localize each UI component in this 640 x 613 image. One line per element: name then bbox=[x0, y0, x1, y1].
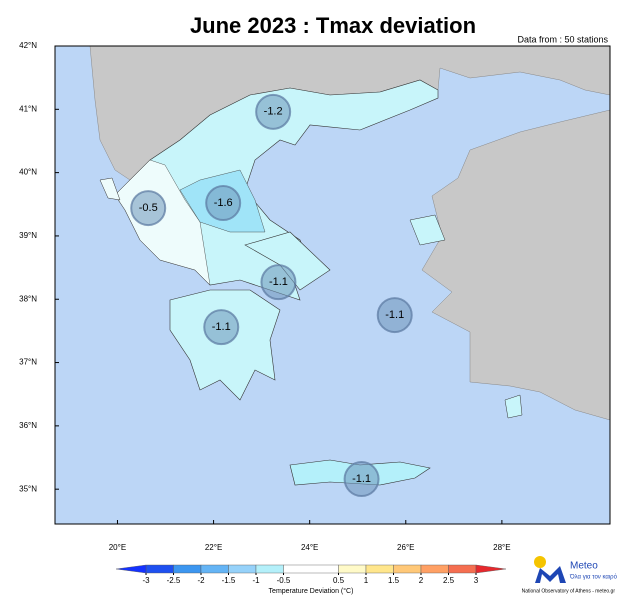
y-tick-label: 42°N bbox=[19, 41, 37, 50]
station-label: -1.6 bbox=[214, 197, 233, 209]
y-tick-label: 36°N bbox=[19, 421, 37, 430]
y-tick-label: 37°N bbox=[19, 358, 37, 367]
logo: Meteo Όλα για τον καιρό National Observa… bbox=[522, 556, 618, 594]
logo-mark bbox=[535, 566, 566, 583]
colorbar-tick-label: -2.5 bbox=[167, 576, 181, 585]
colorbar-tick-label: 1.5 bbox=[388, 576, 400, 585]
colorbar-tick-label: 2.5 bbox=[443, 576, 455, 585]
station-bubble bbox=[205, 185, 242, 222]
island bbox=[504, 394, 523, 419]
station-bubble bbox=[203, 309, 240, 346]
colorbar-tick-label: 1 bbox=[364, 576, 369, 585]
colorbar-tick-label: 3 bbox=[474, 576, 479, 585]
station-label: -1.1 bbox=[352, 473, 371, 485]
colorbar-segment bbox=[420, 564, 449, 574]
note: Data from : 50 stations bbox=[517, 34, 608, 44]
region-evia bbox=[244, 231, 331, 291]
colorbar-segment bbox=[145, 564, 174, 574]
x-tick-label: 28°E bbox=[493, 543, 510, 552]
station-bubble bbox=[255, 93, 292, 130]
colorbar-segment bbox=[393, 564, 422, 574]
colorbar-segment bbox=[365, 564, 394, 574]
y-tick-label: 39°N bbox=[19, 231, 37, 240]
map-frame bbox=[54, 45, 611, 525]
y-tick-label: 35°N bbox=[19, 484, 37, 493]
colorbar-segment bbox=[448, 564, 477, 574]
region-peloponnese bbox=[169, 289, 281, 401]
colorbar-tick-label: 2 bbox=[419, 576, 424, 585]
station-bubble bbox=[130, 190, 167, 227]
title: June 2023 : Tmax deviation bbox=[190, 13, 476, 38]
colorbar-segment bbox=[228, 564, 257, 574]
station-label: -1.1 bbox=[385, 309, 404, 321]
colorbar-segment bbox=[255, 564, 284, 574]
logo-tagline: Όλα για τον καιρό bbox=[569, 574, 618, 581]
station-bubble bbox=[376, 297, 413, 334]
island bbox=[99, 177, 121, 201]
y-tick-label: 40°N bbox=[19, 168, 37, 177]
station-bubble bbox=[260, 264, 297, 301]
station-label: -1.1 bbox=[212, 321, 231, 333]
colorbar-tick-label: -3 bbox=[142, 576, 150, 585]
colorbar-segment bbox=[338, 564, 367, 574]
colorbar-tick-label: -1 bbox=[252, 576, 260, 585]
station-label: -1.2 bbox=[264, 106, 283, 118]
station-label: -0.5 bbox=[139, 202, 158, 214]
island bbox=[409, 214, 446, 246]
logo-sun bbox=[534, 556, 546, 568]
colorbar-under bbox=[115, 564, 147, 574]
station-bubble bbox=[343, 461, 380, 498]
logo-name: Meteo bbox=[570, 561, 598, 572]
x-tick-label: 24°E bbox=[301, 543, 318, 552]
colorbar-tick-label: -2 bbox=[197, 576, 205, 585]
map bbox=[55, 46, 610, 524]
x-tick-label: 20°E bbox=[109, 543, 126, 552]
colorbar-segment bbox=[173, 564, 202, 574]
colorbar-segment bbox=[283, 564, 339, 574]
colorbar-segment bbox=[200, 564, 229, 574]
colorbar-tick-label: 0.5 bbox=[333, 576, 345, 585]
colorbar-tick-label: -0.5 bbox=[277, 576, 291, 585]
region-epirus bbox=[114, 159, 211, 286]
colorbar-over bbox=[475, 564, 507, 574]
station-label: -1.1 bbox=[269, 276, 288, 288]
x-tick-label: 26°E bbox=[397, 543, 414, 552]
colorbar-label: Temperature Deviation (°C) bbox=[269, 587, 354, 595]
land-turkey bbox=[421, 109, 610, 421]
y-tick-label: 41°N bbox=[19, 104, 37, 113]
colorbar-tick-label: -1.5 bbox=[222, 576, 236, 585]
logo-credit: National Observatory of Athens - meteo.g… bbox=[522, 588, 616, 594]
x-tick-label: 22°E bbox=[205, 543, 222, 552]
y-tick-label: 38°N bbox=[19, 294, 37, 303]
